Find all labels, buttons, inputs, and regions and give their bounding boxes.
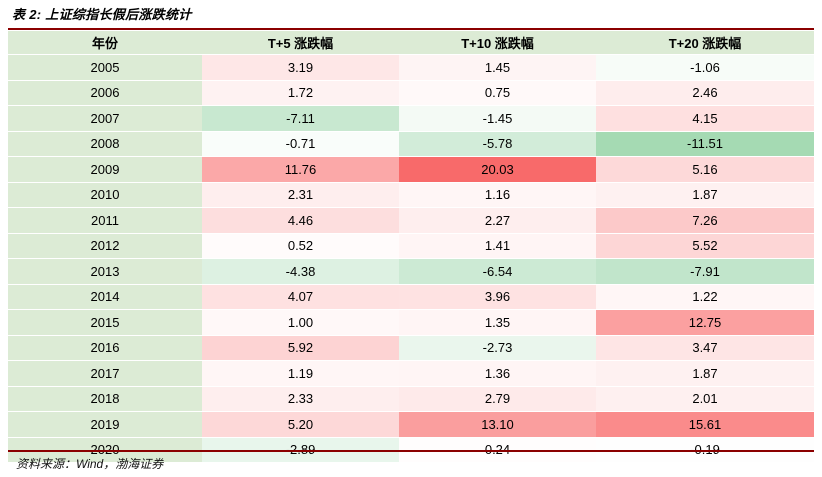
t10-cell: -1.45 <box>399 105 596 131</box>
table-row: 2013 -4.38 -6.54 -7.91 <box>8 258 814 284</box>
t5-cell: 1.19 <box>202 360 399 386</box>
t10-cell: 1.41 <box>399 233 596 259</box>
t10-cell: 1.35 <box>399 309 596 335</box>
t20-cell: 2.46 <box>596 80 814 106</box>
year-cell: 2008 <box>8 131 202 157</box>
table-row: 2005 3.19 1.45 -1.06 <box>8 54 814 80</box>
table-title: 表 2: 上证综指长假后涨跌统计 <box>12 7 192 22</box>
table-row: 2006 1.72 0.75 2.46 <box>8 80 814 106</box>
year-cell: 2011 <box>8 207 202 233</box>
t10-cell: 1.16 <box>399 182 596 208</box>
t20-cell: 2.01 <box>596 386 814 412</box>
t5-cell: 5.20 <box>202 411 399 437</box>
t10-cell: 1.36 <box>399 360 596 386</box>
t5-cell: 1.00 <box>202 309 399 335</box>
t10-cell: 20.03 <box>399 156 596 182</box>
year-cell: 2007 <box>8 105 202 131</box>
table-row: 2020-2.890.24-0.19 <box>8 437 814 463</box>
t20-cell: 1.87 <box>596 182 814 208</box>
top-rule <box>8 28 814 30</box>
year-cell: 2017 <box>8 360 202 386</box>
year-cell: 2018 <box>8 386 202 412</box>
year-cell: 2015 <box>8 309 202 335</box>
t10-cell: 0.24 <box>399 437 596 463</box>
t20-cell: 4.15 <box>596 105 814 131</box>
bottom-rule <box>8 450 814 452</box>
t20-cell: 12.75 <box>596 309 814 335</box>
year-cell: 2019 <box>8 411 202 437</box>
t20-cell: -0.19 <box>596 437 814 463</box>
year-cell: 2014 <box>8 284 202 310</box>
returns-table: 年份 T+5 涨跌幅 T+10 涨跌幅 T+20 涨跌幅 2005 3.19 1.4… <box>8 31 814 463</box>
t20-cell: -7.91 <box>596 258 814 284</box>
header-t10: T+10 涨跌幅 <box>399 31 596 55</box>
table-row: 2009 11.76 20.03 5.16 <box>8 156 814 182</box>
t5-cell: 1.72 <box>202 80 399 106</box>
header-year: 年份 <box>8 31 202 55</box>
t5-cell: -0.71 <box>202 131 399 157</box>
year-cell: 2009 <box>8 156 202 182</box>
source-note: 资料来源：Wind，渤海证券 <box>16 457 164 471</box>
t5-cell: -2.89 <box>202 437 399 463</box>
year-cell: 2005 <box>8 54 202 80</box>
t20-cell: 1.22 <box>596 284 814 310</box>
year-cell: 2016 <box>8 335 202 361</box>
t5-cell: 2.33 <box>202 386 399 412</box>
year-cell: 2006 <box>8 80 202 106</box>
year-cell: 2013 <box>8 258 202 284</box>
t5-cell: 4.46 <box>202 207 399 233</box>
t10-cell: 2.79 <box>399 386 596 412</box>
t5-cell: -7.11 <box>202 105 399 131</box>
t20-cell: 7.26 <box>596 207 814 233</box>
t5-cell: 3.19 <box>202 54 399 80</box>
t20-cell: 15.61 <box>596 411 814 437</box>
t5-cell: 0.52 <box>202 233 399 259</box>
table-row: 2007 -7.11 -1.45 4.15 <box>8 105 814 131</box>
table-row: 2014 4.07 3.96 1.22 <box>8 284 814 310</box>
t20-cell: 1.87 <box>596 360 814 386</box>
table-row: 2015 1.00 1.35 12.75 <box>8 309 814 335</box>
t10-cell: 13.10 <box>399 411 596 437</box>
year-cell: 2020 <box>8 437 202 463</box>
year-cell: 2010 <box>8 182 202 208</box>
table-row: 2018 2.33 2.79 2.01 <box>8 386 814 412</box>
t10-cell: 3.96 <box>399 284 596 310</box>
table-row: 2017 1.19 1.36 1.87 <box>8 360 814 386</box>
table-row: 2008 -0.71 -5.78 -11.51 <box>8 131 814 157</box>
t20-cell: 5.16 <box>596 156 814 182</box>
t5-cell: 5.92 <box>202 335 399 361</box>
table-row: 2012 0.52 1.41 5.52 <box>8 233 814 259</box>
t20-cell: -1.06 <box>596 54 814 80</box>
t5-cell: 4.07 <box>202 284 399 310</box>
t5-cell: -4.38 <box>202 258 399 284</box>
t10-cell: -2.73 <box>399 335 596 361</box>
t20-cell: 3.47 <box>596 335 814 361</box>
t10-cell: 1.45 <box>399 54 596 80</box>
t10-cell: 2.27 <box>399 207 596 233</box>
t20-cell: -11.51 <box>596 131 814 157</box>
year-cell: 2012 <box>8 233 202 259</box>
table-row: 2019 5.20 13.10 15.61 <box>8 411 814 437</box>
t5-cell: 2.31 <box>202 182 399 208</box>
t5-cell: 11.76 <box>202 156 399 182</box>
t10-cell: -6.54 <box>399 258 596 284</box>
t20-cell: 5.52 <box>596 233 814 259</box>
t10-cell: 0.75 <box>399 80 596 106</box>
table-row: 2011 4.46 2.27 7.26 <box>8 207 814 233</box>
header-t5: T+5 涨跌幅 <box>202 31 399 55</box>
header-t20: T+20 涨跌幅 <box>596 31 814 55</box>
header-row: 年份 T+5 涨跌幅 T+10 涨跌幅 T+20 涨跌幅 <box>8 31 814 55</box>
t10-cell: -5.78 <box>399 131 596 157</box>
table-row: 2016 5.92 -2.73 3.47 <box>8 335 814 361</box>
table-row: 2010 2.31 1.16 1.87 <box>8 182 814 208</box>
